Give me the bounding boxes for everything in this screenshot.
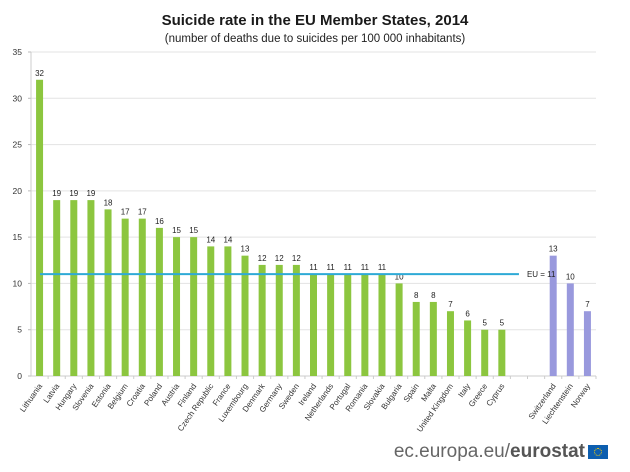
y-tick-label: 5 — [17, 325, 22, 335]
data-label: 19 — [86, 189, 95, 198]
eu-average-line: EU = 11 — [40, 270, 556, 279]
data-label: 17 — [121, 208, 130, 217]
bar-germany — [275, 264, 283, 376]
y-tick-label: 30 — [13, 93, 23, 103]
bars: 32 19 19 19 18 17 17 16 15 15 14 14 13 12 12 12 11 11 11 11… — [35, 69, 591, 377]
footer-site: ec.europa.eu/ — [393, 441, 511, 462]
bar-italy — [464, 320, 472, 376]
chart-title: Suicide rate in the EU Member States, 20… — [161, 12, 469, 29]
data-label: 14 — [223, 235, 232, 244]
bar-denmark — [258, 264, 266, 376]
data-label: 10 — [566, 272, 575, 281]
bar-greece — [481, 329, 489, 376]
bar-slovakia — [378, 274, 386, 376]
bar-united-kingdom — [446, 311, 454, 376]
x-tick-label: Spain — [402, 382, 421, 404]
bar-switzerland — [549, 255, 557, 376]
bar-hungary — [70, 200, 78, 376]
chart-subtitle: (number of deaths due to suicides per 10… — [164, 33, 466, 45]
y-tick-label: 10 — [13, 278, 23, 288]
data-label: 5 — [482, 319, 487, 328]
bar-liechtenstein — [566, 283, 574, 376]
bar-cyprus — [498, 329, 506, 376]
bar-france — [224, 246, 232, 376]
eu-average-label: EU = 11 — [527, 270, 556, 279]
data-label: 12 — [275, 254, 284, 263]
bar-belgium — [121, 218, 129, 376]
bar-luxembourg — [241, 255, 249, 376]
y-tick-label: 15 — [13, 232, 23, 242]
data-label: 11 — [309, 263, 318, 272]
data-label: 14 — [206, 235, 215, 244]
bar-bulgaria — [395, 283, 403, 376]
data-label: 13 — [241, 245, 250, 254]
y-tick-label: 35 — [13, 47, 23, 57]
x-tick-label: Lithuania — [18, 382, 44, 414]
bar-romania — [361, 274, 369, 376]
x-axis-labels: LithuaniaLatviaHungarySloveniaEstoniaBel… — [18, 381, 592, 434]
bar-sweden — [292, 264, 300, 376]
data-label: 12 — [258, 254, 267, 263]
data-label: 13 — [549, 245, 558, 254]
data-label: 16 — [155, 217, 164, 226]
bar-norway — [583, 311, 591, 376]
footer-brand: eurostat — [510, 441, 585, 462]
bar-poland — [155, 227, 163, 376]
bar-portugal — [344, 274, 352, 376]
eu-flag-icon — [588, 445, 608, 459]
data-label: 15 — [189, 226, 198, 235]
bar-estonia — [104, 209, 112, 376]
bar-lithuania — [36, 79, 44, 377]
data-label: 18 — [104, 198, 113, 207]
data-label: 5 — [500, 319, 505, 328]
bar-latvia — [53, 200, 61, 376]
data-label: 11 — [361, 263, 370, 272]
data-label: 7 — [448, 300, 453, 309]
y-tick-label: 20 — [13, 186, 23, 196]
bar-ireland — [310, 274, 317, 376]
data-label: 19 — [52, 189, 61, 198]
data-label: 8 — [431, 291, 436, 300]
data-label: 32 — [35, 69, 44, 78]
data-label: 11 — [326, 263, 335, 272]
data-label: 15 — [172, 226, 181, 235]
x-tick-label: Italy — [456, 382, 472, 399]
data-label: 7 — [585, 300, 590, 309]
data-label: 17 — [138, 208, 147, 217]
bar-netherlands — [327, 274, 335, 376]
bar-austria — [173, 237, 181, 376]
bar-croatia — [138, 218, 146, 376]
y-tick-label: 0 — [17, 371, 22, 381]
bar-spain — [412, 301, 420, 376]
bar-malta — [429, 301, 437, 376]
bar-finland — [190, 237, 198, 376]
data-label: 10 — [395, 272, 404, 281]
data-label: 12 — [292, 254, 301, 263]
eurostat-footer: ec.europa.eu/eurostat — [394, 441, 608, 463]
bar-slovenia — [87, 200, 95, 376]
bar-czech-republic — [207, 246, 215, 376]
data-label: 8 — [414, 291, 419, 300]
data-label: 11 — [378, 263, 387, 272]
x-tick-label: Cyprus — [485, 382, 507, 408]
data-label: 6 — [465, 309, 470, 318]
data-label: 11 — [344, 263, 353, 272]
y-axis: 0 5 10 15 20 25 30 35 — [13, 47, 597, 381]
y-tick-label: 25 — [13, 140, 23, 150]
data-label: 19 — [69, 189, 78, 198]
